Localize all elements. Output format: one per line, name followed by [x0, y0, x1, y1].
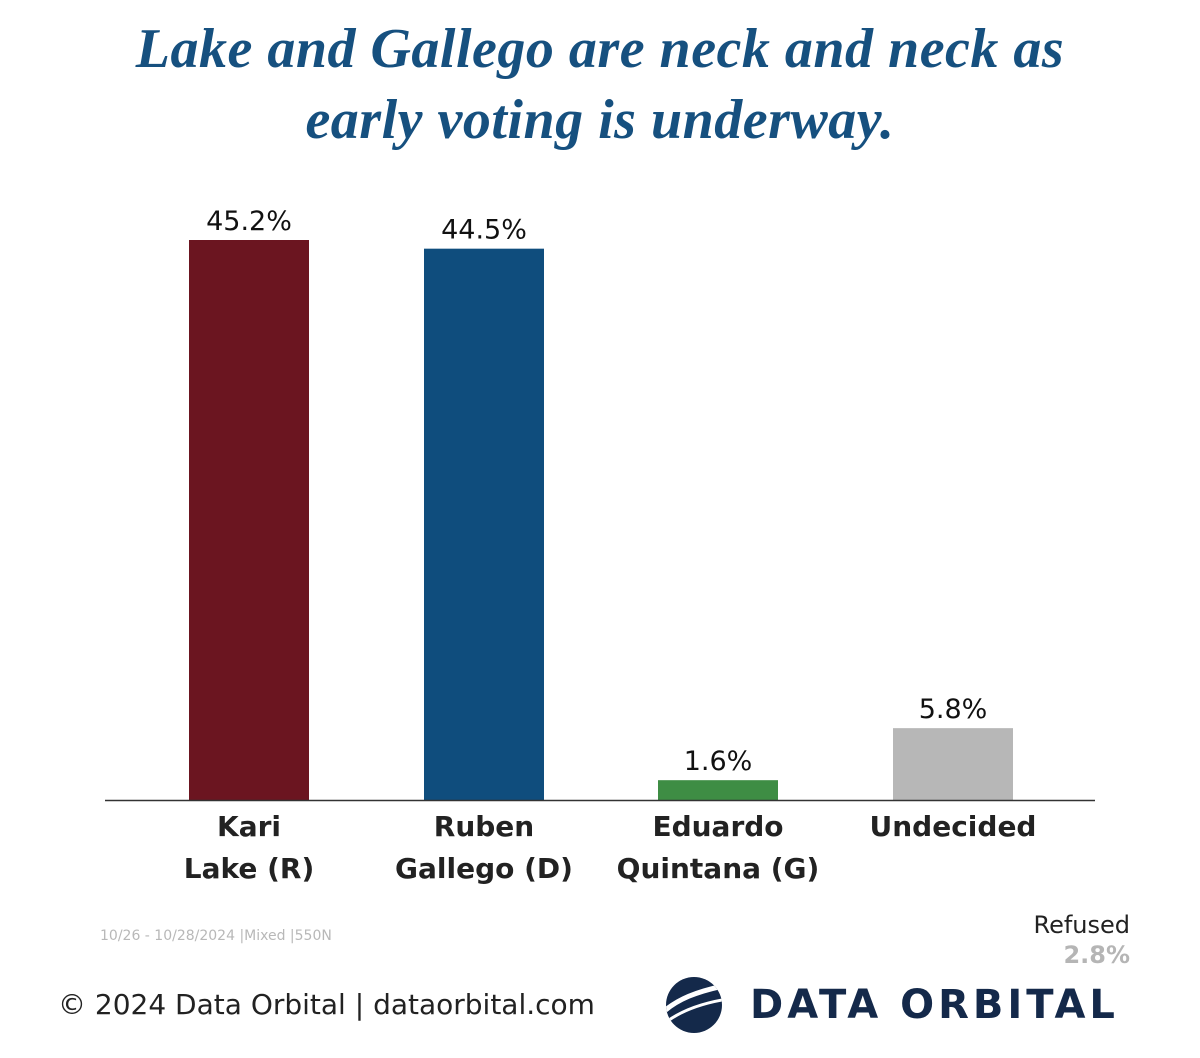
- bar-1: [424, 249, 544, 800]
- data-orbital-logo: DATA ORBITAL: [664, 975, 1119, 1035]
- bar-0: [189, 240, 309, 800]
- copyright-text: © 2024 Data Orbital | dataorbital.com: [58, 988, 595, 1021]
- bar-chart: 45.2% Kari Lake (R) 44.5% Ruben Gallego (D) 1.…: [0, 0, 1200, 900]
- category-label-0: Kari Lake (R): [184, 810, 315, 885]
- category-label-1: Ruben Gallego (D): [395, 810, 573, 885]
- bar-value-label-1: 44.5%: [441, 215, 527, 246]
- bar-value-label-0: 45.2%: [206, 206, 292, 237]
- bar-2: [658, 780, 778, 800]
- refused-block: Refused 2.8%: [1033, 910, 1130, 970]
- data-orbital-globe-icon: [664, 975, 724, 1035]
- survey-meta-text: 10/26 - 10/28/2024 |Mixed |550N: [100, 928, 332, 944]
- refused-value: 2.8%: [1033, 940, 1130, 970]
- category-label-2: Eduardo Quintana (G): [617, 810, 820, 885]
- bar-value-label-2: 1.6%: [684, 746, 753, 777]
- bar-3: [893, 728, 1013, 800]
- logo-text: DATA ORBITAL: [750, 982, 1119, 1028]
- category-label-3: Undecided: [870, 810, 1037, 843]
- refused-label: Refused: [1033, 910, 1130, 940]
- bar-value-label-3: 5.8%: [919, 694, 988, 725]
